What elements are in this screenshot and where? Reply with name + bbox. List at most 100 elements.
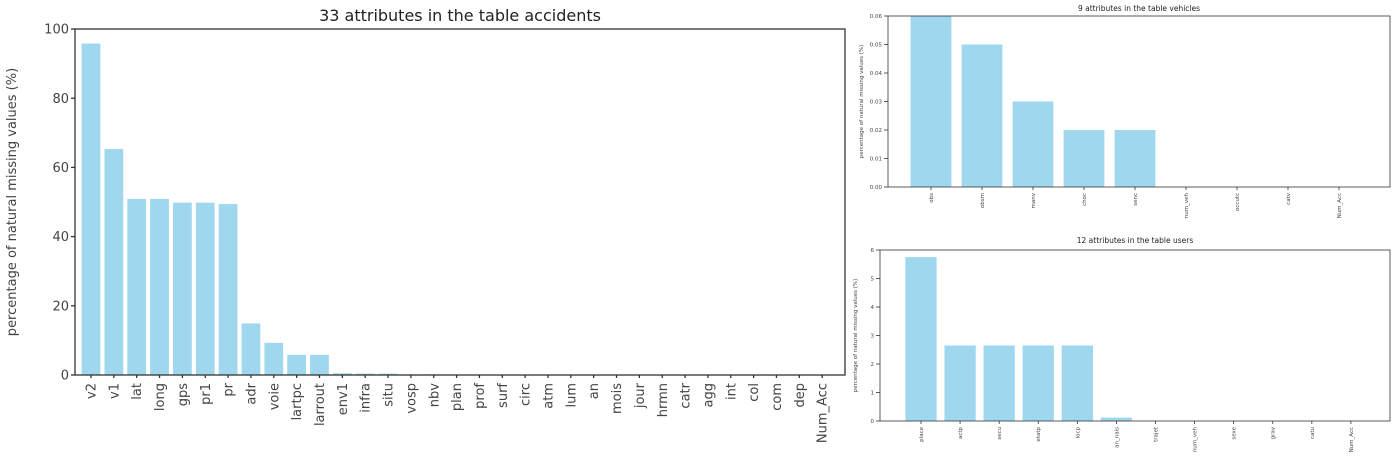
x-tick-label-users: an_nais <box>1114 427 1120 448</box>
bar-accidents-adr <box>241 323 261 375</box>
plot-frame-accidents <box>74 28 846 376</box>
y-tick-label-users: 0 <box>871 419 875 425</box>
x-tick-label-users: locp <box>1075 427 1081 439</box>
y-axis-label-users: percentage of natural missing values (%) <box>853 279 859 393</box>
x-tick-label-vehicles: num_veh <box>1184 193 1190 219</box>
bar-accidents-voie <box>264 342 284 375</box>
bar-accidents-lartpc <box>287 354 307 375</box>
y-tick-label-users: 1 <box>871 390 875 396</box>
x-tick-label-vehicles: occutc <box>1235 193 1241 211</box>
x-tick-label-accidents: vosp <box>404 383 419 414</box>
y-tick-label-users: 6 <box>871 248 875 254</box>
bar-users-etatp <box>1022 345 1054 421</box>
x-tick-label-vehicles: choc <box>1082 193 1088 206</box>
x-tick-label-users: etatp <box>1036 426 1042 441</box>
x-tick-label-accidents: lat <box>130 383 145 400</box>
bar-accidents-situ <box>378 373 398 375</box>
y-tick-label-vehicles: 0.06 <box>870 14 883 20</box>
bar-accidents-lat <box>127 198 147 375</box>
x-tick-label-accidents: int <box>724 383 739 400</box>
chart-users: 12 attributes in the table users percenta… <box>850 232 1400 459</box>
x-tick-label-accidents: catr <box>679 382 694 408</box>
y-axis-label-accidents: percentage of natural missing values (%) <box>5 68 20 336</box>
x-tick-label-accidents: lartpc <box>290 383 305 420</box>
y-tick-label-vehicles: 0.04 <box>870 71 883 77</box>
x-tick-label-vehicles: manv <box>1031 192 1037 208</box>
bar-users-secu <box>983 345 1015 421</box>
bar-accidents-env1 <box>332 373 352 375</box>
x-tick-label-accidents: agg <box>701 383 716 407</box>
bar-users-an_nais <box>1100 417 1133 421</box>
chart-title-vehicles: 9 attributes in the table vehicles <box>1078 4 1200 13</box>
bar-accidents-infra <box>355 373 375 375</box>
chart-accidents: 33 attributes in the table accidents perc… <box>5 6 846 443</box>
x-tick-label-accidents: pr1 <box>199 383 214 405</box>
y-tick-label-vehicles: 0.02 <box>870 128 882 134</box>
x-tick-label-accidents: prof <box>473 383 488 409</box>
x-tick-label-accidents: circ <box>519 383 534 406</box>
bar-accidents-pr <box>218 204 238 375</box>
x-tick-label-accidents: surf <box>496 383 511 408</box>
x-tick-label-accidents: dep <box>793 383 808 408</box>
y-tick-label-accidents: 80 <box>52 92 69 107</box>
x-tick-label-accidents: plan <box>450 383 465 411</box>
chart-accidents-svg: 33 attributes in the table accidents perc… <box>5 6 846 443</box>
x-tick-label-vehicles: obs <box>929 193 935 203</box>
bar-users-place <box>905 257 937 421</box>
y-tick-label-vehicles: 0.00 <box>870 185 883 191</box>
x-tick-label-vehicles: senc <box>1133 193 1139 206</box>
y-tick-label-accidents: 0 <box>61 369 69 384</box>
bar-vehicles-obsm <box>961 44 1003 187</box>
x-tick-label-vehicles: catv <box>1286 192 1292 205</box>
chart-users-svg: 12 attributes in the table users percenta… <box>853 236 1391 453</box>
x-tick-label-users: grav <box>1271 426 1277 439</box>
y-tick-label-accidents: 100 <box>44 23 69 38</box>
x-tick-label-accidents: Num_Acc <box>816 383 831 443</box>
y-tick-label-users: 4 <box>871 305 875 311</box>
x-tick-label-accidents: atm <box>542 383 557 409</box>
chart-title-users: 12 attributes in the table users <box>1077 236 1194 245</box>
x-tick-label-accidents: v2 <box>85 383 100 399</box>
y-tick-label-users: 5 <box>871 276 875 282</box>
x-tick-label-accidents: pr <box>222 382 237 396</box>
x-tick-label-accidents: adr <box>244 382 259 404</box>
x-tick-label-users: place <box>919 426 925 441</box>
x-tick-label-accidents: infra <box>359 383 374 413</box>
x-tick-label-accidents: env1 <box>336 383 351 415</box>
bar-accidents-v1 <box>104 149 124 375</box>
y-tick-label-vehicles: 0.01 <box>870 156 882 162</box>
bar-users-locp <box>1061 345 1093 421</box>
bar-accidents-v2 <box>81 43 101 375</box>
bar-vehicles-obs <box>910 16 952 187</box>
x-tick-label-vehicles: obsm <box>980 193 986 208</box>
bar-accidents-gps <box>173 202 192 375</box>
x-tick-label-accidents: nbv <box>427 383 442 407</box>
x-tick-label-users: num_veh <box>1193 427 1199 453</box>
x-tick-label-accidents: lum <box>564 383 579 408</box>
x-tick-label-accidents: hrmn <box>656 383 671 417</box>
y-tick-label-vehicles: 0.05 <box>870 42 883 48</box>
x-tick-label-accidents: gps <box>176 383 191 407</box>
x-tick-label-users: trajet <box>1153 426 1159 442</box>
x-tick-label-users: catu <box>1310 427 1316 439</box>
y-tick-label-accidents: 20 <box>52 299 69 314</box>
x-tick-label-accidents: long <box>153 383 168 411</box>
x-tick-label-users: secu <box>997 427 1003 440</box>
x-tick-label-accidents: com <box>770 383 785 411</box>
x-tick-label-accidents: v1 <box>107 383 122 399</box>
bar-vehicles-choc <box>1063 130 1105 187</box>
y-axis-label-vehicles: percentage of natural missing values (%) <box>859 45 865 159</box>
y-tick-label-users: 3 <box>871 333 875 339</box>
x-tick-label-users: actp <box>958 426 964 439</box>
x-tick-label-accidents: col <box>747 383 762 402</box>
chart-vehicles: 9 attributes in the table vehicles percen… <box>850 0 1400 228</box>
chart-title-accidents: 33 attributes in the table accidents <box>319 6 601 25</box>
bar-accidents-pr1 <box>195 202 215 375</box>
y-tick-label-accidents: 40 <box>52 230 69 245</box>
x-tick-label-users: Num_Acc <box>1349 427 1355 452</box>
x-tick-label-users: sexe <box>1232 426 1238 439</box>
x-tick-label-accidents: voie <box>267 383 282 410</box>
chart-vehicles-svg: 9 attributes in the table vehicles percen… <box>859 4 1391 219</box>
bar-users-actp <box>944 345 976 421</box>
x-tick-label-accidents: jour <box>633 382 648 409</box>
